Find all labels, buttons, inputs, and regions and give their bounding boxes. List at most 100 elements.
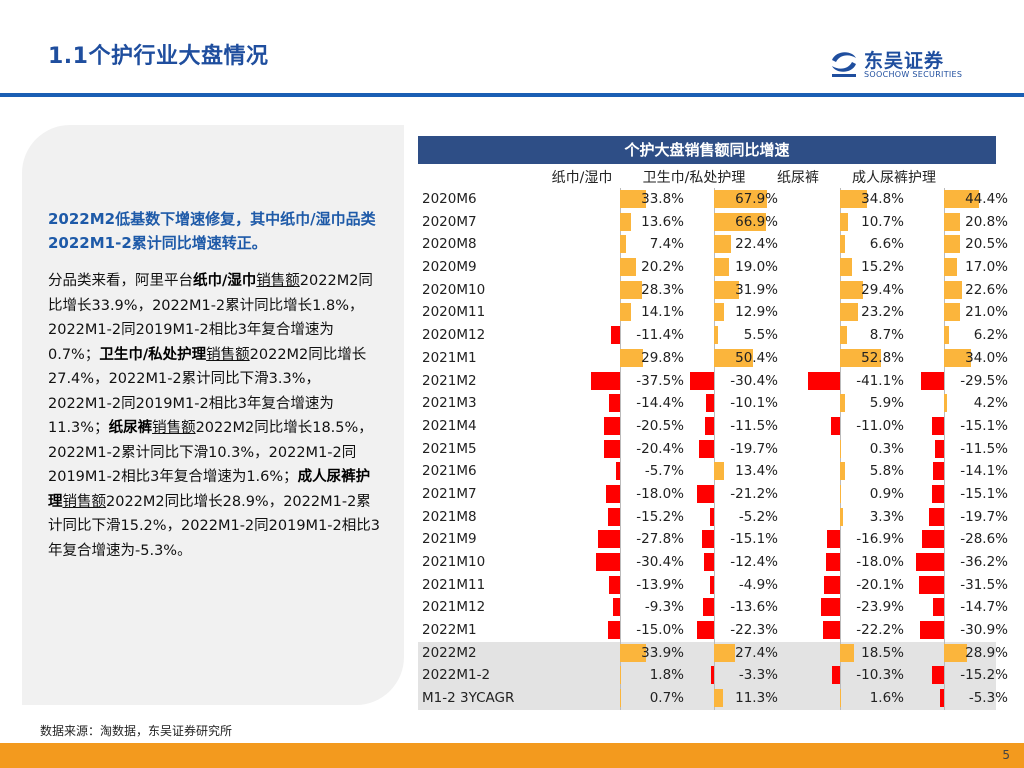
body-emphasis: 成人尿裤护理 <box>48 469 371 510</box>
bar-axis <box>944 596 945 620</box>
row-label: 2021M5 <box>422 440 477 457</box>
value-cell: 67.9% <box>674 188 780 211</box>
data-bar <box>620 258 636 277</box>
bar-axis <box>840 596 841 620</box>
data-bar <box>604 416 620 435</box>
bar-axis <box>620 551 621 574</box>
data-value: -10.3% <box>856 667 904 684</box>
value-cell: -16.9% <box>800 528 906 551</box>
value-cell: 19.0% <box>674 256 780 279</box>
data-value: -15.2% <box>960 667 1008 684</box>
data-value: 7.4% <box>649 236 684 253</box>
summary-lead: 2022M2低基数下增速修复，其中纸巾/湿巾品类2022M1-2累计同比增速转正… <box>48 210 376 252</box>
data-bar <box>944 348 971 367</box>
value-cell: 22.4% <box>674 233 780 257</box>
value-cell: -41.1% <box>800 369 906 393</box>
value-cell: -23.9% <box>800 596 906 620</box>
growth-table: 个护大盘销售额同比增速 纸巾/湿巾 卫生巾/私处护理 纸尿裤 成人尿裤护理 2020M… <box>418 136 1008 710</box>
value-cell: -5.3% <box>904 687 1010 710</box>
data-bar <box>620 348 644 367</box>
data-bar <box>928 507 944 526</box>
bar-axis <box>714 505 715 529</box>
value-cell: 10.7% <box>800 210 906 234</box>
value-cell: -22.3% <box>674 619 780 642</box>
data-bar <box>709 507 714 526</box>
data-value: 34.0% <box>965 349 1008 366</box>
value-cell: 17.0% <box>904 256 1010 279</box>
summary-panel <box>22 125 404 705</box>
value-cell: 1.6% <box>800 687 906 710</box>
value-cell: 6.6% <box>800 233 906 257</box>
bar-axis <box>944 528 945 551</box>
data-bar <box>710 575 714 594</box>
body-text: 2022M2同比增长18.5%，2022M1-2累计同比下滑10.3%，2022… <box>48 420 373 485</box>
bar-axis <box>620 619 621 642</box>
data-bar <box>939 689 944 708</box>
data-bar <box>697 484 714 503</box>
data-value: 13.4% <box>735 463 778 480</box>
data-value: 10.7% <box>861 213 904 230</box>
value-cell: -36.2% <box>904 551 1010 574</box>
data-bar <box>921 530 944 549</box>
data-value: -30.4% <box>636 554 684 570</box>
data-value: -37.5% <box>636 372 684 389</box>
table-row: 2020M10 28.3% 31.9% 29.4% 22.6% <box>418 278 1008 302</box>
data-value: -5.2% <box>738 508 778 525</box>
data-value: 50.4% <box>735 349 778 366</box>
value-cell: -22.2% <box>800 619 906 642</box>
data-value: 5.9% <box>869 395 904 412</box>
data-bar <box>608 507 620 526</box>
data-bar <box>620 689 621 708</box>
row-label: 2020M6 <box>422 191 477 207</box>
value-cell: 14.1% <box>580 301 686 325</box>
value-cell: 20.2% <box>580 256 686 279</box>
data-value: -10.1% <box>730 395 778 412</box>
data-value: -3.3% <box>738 667 778 684</box>
data-value: 17.0% <box>965 259 1008 276</box>
row-label: M1-2 3YCAGR <box>422 690 515 707</box>
bar-axis <box>620 528 621 551</box>
data-bar <box>620 235 626 254</box>
bar-axis <box>620 437 621 461</box>
bar-axis <box>944 369 945 393</box>
value-cell: 18.5% <box>800 641 906 665</box>
row-label: 2021M11 <box>422 576 486 593</box>
table-row: 2022M1-2 1.8% -3.3% -10.3% -15.2% <box>418 664 1008 688</box>
data-bar <box>932 666 944 685</box>
bar-axis <box>620 505 621 529</box>
table-row: 2021M3 -14.4% -10.1% 5.9% 4.2% <box>418 392 1008 415</box>
logo-english: SOOCHOW SECURITIES <box>864 70 963 79</box>
body-text: 2022M2同比增长28.9%，2022M1-2累计同比下滑15.2%，2022… <box>48 493 380 559</box>
value-cell: 15.2% <box>800 256 906 279</box>
value-cell: 66.9% <box>674 210 780 234</box>
data-value: 33.9% <box>641 644 684 661</box>
bar-axis <box>840 437 841 461</box>
data-value: 8.7% <box>869 327 904 344</box>
body-text: 2022M2同比增长27.4%，2022M1-2累计同比下滑3.3%，2022M… <box>48 346 367 437</box>
data-value: 6.2% <box>973 327 1008 344</box>
data-bar <box>944 190 979 208</box>
value-cell: 28.3% <box>580 278 686 302</box>
value-cell: 50.4% <box>674 346 780 370</box>
row-label: 2021M8 <box>422 508 477 525</box>
table-title: 个护大盘销售额同比增速 <box>418 136 996 164</box>
value-cell: -30.4% <box>674 369 780 393</box>
data-value: 44.4% <box>965 191 1008 207</box>
value-cell: 29.4% <box>800 278 906 302</box>
bar-axis <box>944 619 945 642</box>
data-source: 数据来源：淘数据，东吴证券研究所 <box>40 724 233 738</box>
data-bar <box>612 598 620 617</box>
data-bar <box>604 439 620 458</box>
data-bar <box>944 303 961 322</box>
value-cell: -18.0% <box>580 482 686 506</box>
bar-axis <box>620 573 621 597</box>
body-text: 分品类来看，阿里平台 <box>48 273 193 289</box>
data-bar <box>702 530 714 549</box>
table-row: 2020M8 7.4% 22.4% 6.6% 20.5% <box>418 233 1008 257</box>
value-cell: -14.4% <box>580 392 686 415</box>
data-value: 28.9% <box>965 644 1008 661</box>
value-cell: 13.6% <box>580 210 686 234</box>
data-value: 14.1% <box>641 304 684 321</box>
bar-axis <box>944 573 945 597</box>
data-value: -21.2% <box>730 485 778 502</box>
